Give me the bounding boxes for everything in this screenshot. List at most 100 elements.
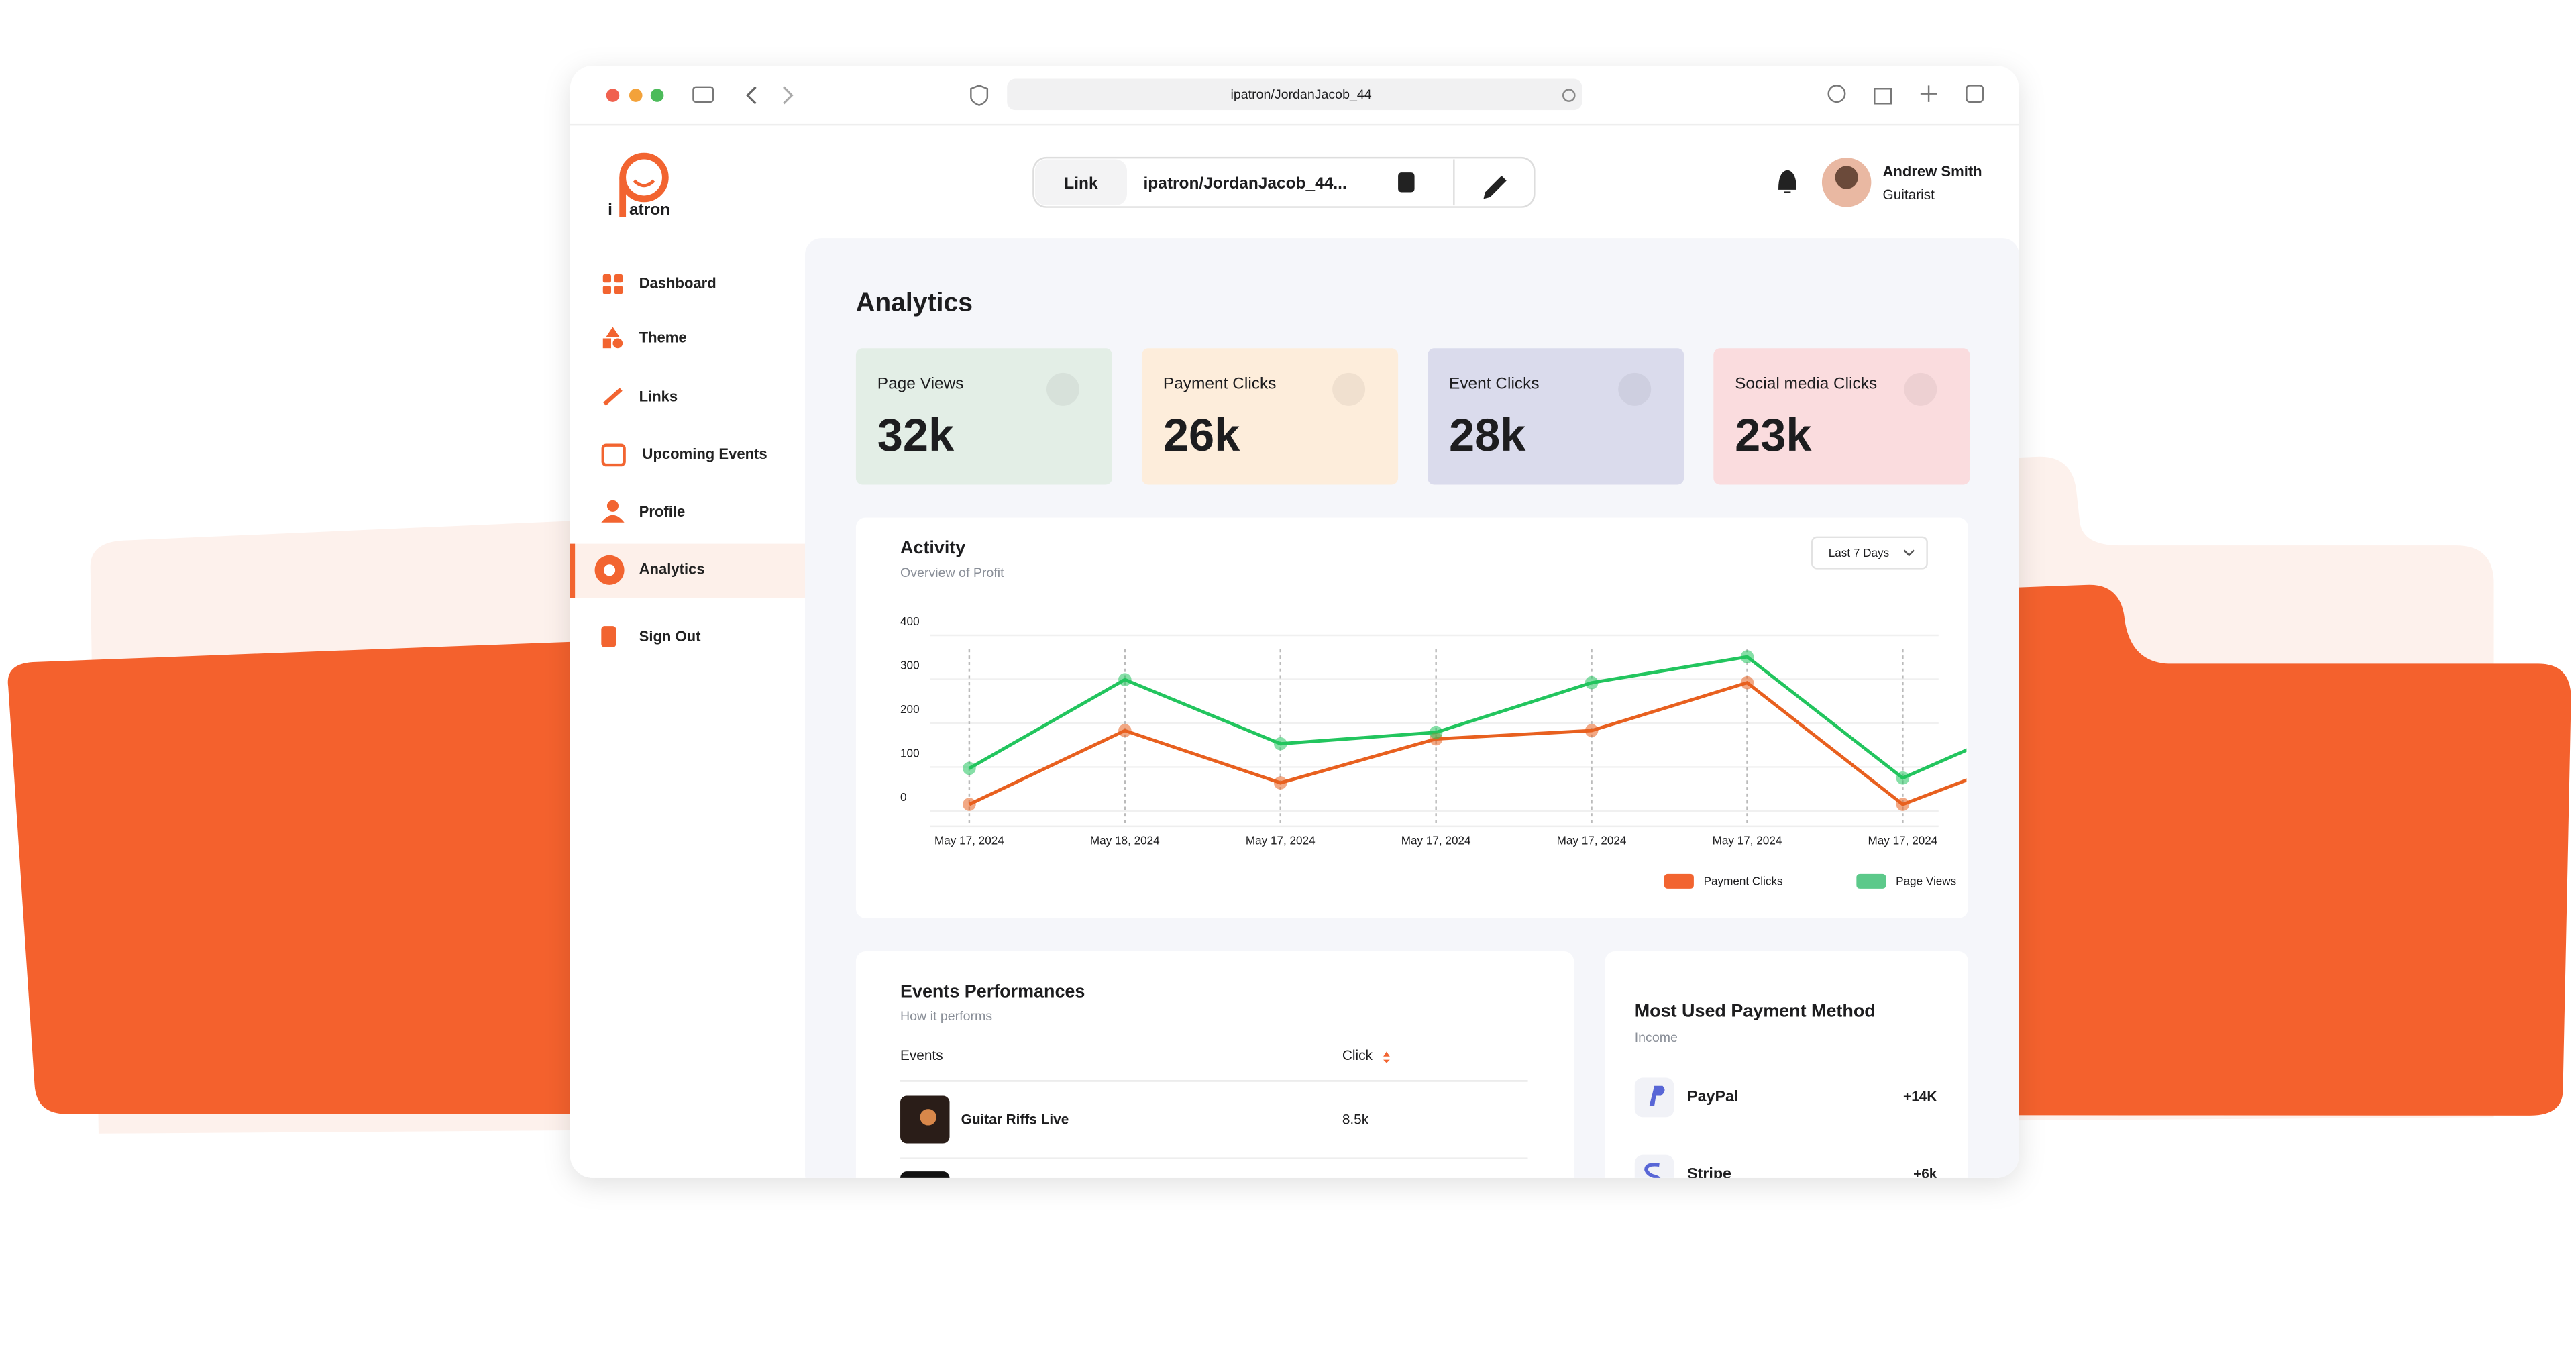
stat-card [1142,348,1399,485]
analytics-icon-detail [604,564,616,576]
series-line [968,655,1967,780]
series-point [1585,724,1599,737]
events-col-click[interactable]: Click [1342,1048,1373,1063]
payments-subtitle: Income [1635,1030,1678,1045]
share-button[interactable] [1874,88,1892,105]
stat-cards: Page Views 32k Payment Clicks 26k Event Clic… [855,348,1970,485]
notifications-button[interactable] [1778,170,1796,193]
payments-title: Most Used Payment Method [1635,1001,1876,1021]
nav-item[interactable]: Analytics [639,561,705,578]
legend-label: Payment Clicks [1704,875,1783,888]
forward-button[interactable] [783,86,794,105]
window-close[interactable] [606,89,620,102]
stat-card-label: Social media Clicks [1735,375,1877,393]
link-label-bg [1034,159,1127,206]
stat-card [1713,348,1970,485]
x-tick-label: May 17, 2024 [1401,833,1471,847]
event-thumbnail-2 [900,1171,950,1178]
x-tick-label: May 17, 2024 [1557,833,1627,847]
x-tick-label: May 17, 2024 [934,833,1004,847]
tabs-button[interactable] [1966,85,1984,103]
nav-active-indicator [570,543,576,598]
series-point [963,798,976,811]
nav-item[interactable]: Sign Out [639,628,701,645]
stripe-logo [1644,1163,1662,1178]
series-point [963,761,976,775]
x-tick-label: May 18, 2024 [1090,833,1160,847]
window-minimize[interactable] [629,89,643,102]
legend-swatch [1856,873,1886,889]
payment-value-0: +14K [1903,1089,1937,1104]
stat-card-value: 23k [1735,409,1812,461]
sidebar-toggle[interactable] [692,86,714,103]
stat-card [1428,348,1684,485]
payment-name-0: PayPal [1687,1087,1738,1105]
logo[interactable]: i atron [608,152,670,219]
events-col-events: Events [900,1048,943,1063]
activity-chart: 0 100 200 300 400 May 17, 2024 May 18, 2024 May… [900,614,1967,889]
stat-card-value: 26k [1163,409,1240,461]
stat-card-value: 28k [1449,409,1526,461]
events-subtitle: How it performs [900,1009,992,1024]
y-tick-label: 300 [900,658,920,671]
nav-item[interactable]: Upcoming Events [643,445,767,462]
nav-item[interactable]: Dashboard [639,275,716,292]
series-point [1273,776,1287,790]
payments-card [1605,951,1968,1178]
activity-title: Activity [900,537,965,557]
y-tick-label: 0 [900,790,907,804]
series-point [1896,771,1910,785]
events-card [855,951,1574,1178]
avatar-face [1835,166,1858,189]
link-bar [1032,156,1536,208]
nav-item[interactable]: Links [639,388,678,405]
series-point [1118,724,1132,737]
paypal-logo [1649,1085,1665,1106]
y-tick-label: 200 [900,702,920,716]
legend-swatch [1664,873,1694,889]
activity-subtitle: Overview of Profit [900,566,1004,580]
link-label: Link [1064,174,1098,193]
back-button[interactable] [746,86,757,105]
link-url[interactable]: ipatron/JordanJacob_44... [1143,174,1346,193]
series-line [968,680,1967,806]
x-tick-label: May 17, 2024 [1713,833,1782,847]
series-point [1740,650,1754,663]
download-button[interactable] [1827,85,1846,103]
address-bar[interactable] [1007,78,1582,111]
series-point [1896,798,1910,811]
stat-card-icon [1046,372,1079,406]
legend-label: Page Views [1896,875,1956,888]
activity-card [855,517,1968,918]
range-dropdown[interactable] [1811,536,1928,570]
series-point [1273,737,1287,751]
nav-item[interactable]: Theme [639,329,687,345]
new-tab-button[interactable] [1920,85,1937,102]
page-title: Analytics [856,288,973,317]
series-point [1118,673,1132,686]
y-tick-label: 100 [900,746,920,759]
copy-button[interactable] [1398,172,1415,193]
reload-button[interactable] [1562,89,1576,102]
stat-card-icon [1618,372,1652,406]
nav-item[interactable]: Profile [639,503,686,520]
events-title: Events Performances [900,981,1085,1001]
payment-name-1: Stripe [1687,1165,1731,1182]
stat-card-label: Payment Clicks [1163,375,1277,393]
x-tick-label: May 17, 2024 [1868,833,1938,847]
stat-card-label: Event Clicks [1449,375,1540,393]
event-clicks: 8.5k [1342,1112,1369,1128]
payment-value-1: +6k [1913,1167,1937,1182]
window-zoom[interactable] [650,89,664,102]
event-name: Guitar Riffs Live [961,1112,1069,1128]
privacy-icon [970,85,989,107]
user-name: Andrew Smith [1883,163,1982,180]
stat-card-icon [1332,372,1366,406]
stat-card-value: 32k [877,409,955,461]
stat-card-icon [1904,372,1937,406]
plot-area [963,650,1967,811]
edit-button[interactable] [1483,176,1507,199]
sort-icon[interactable] [1383,1051,1390,1063]
series-point [1740,676,1754,690]
